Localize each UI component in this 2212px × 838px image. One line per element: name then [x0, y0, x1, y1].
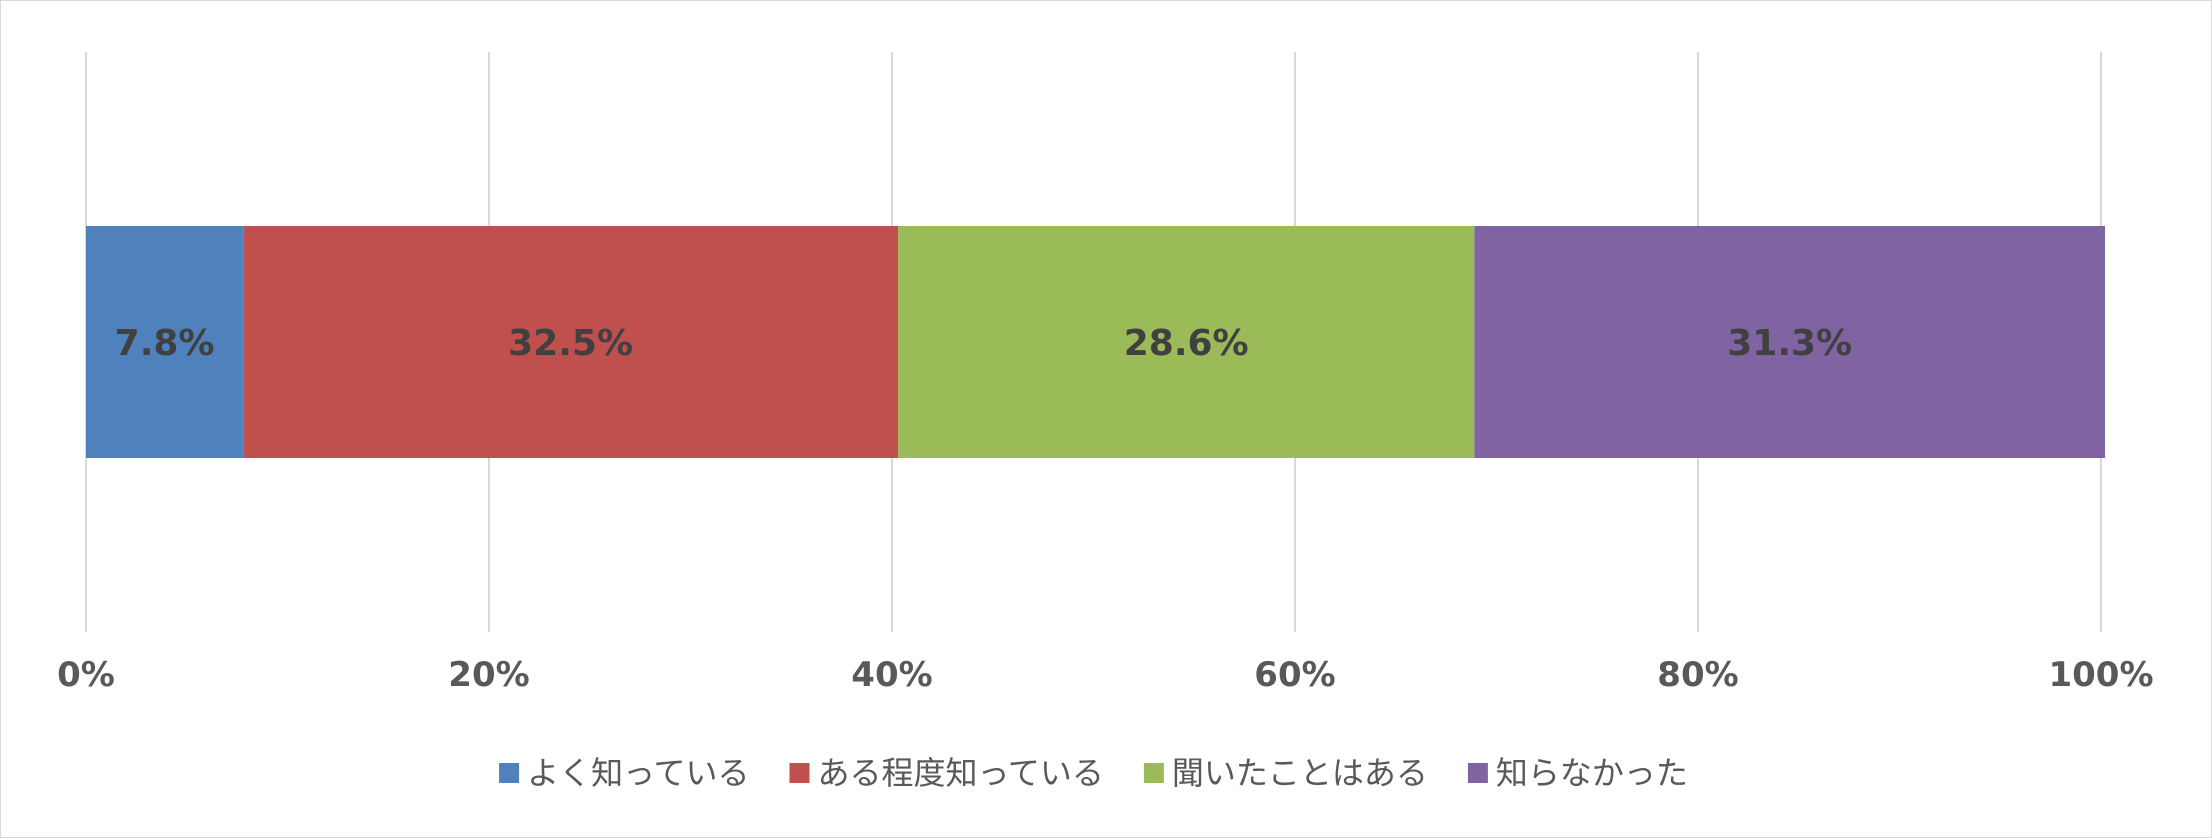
data-label: 7.8%: [115, 323, 215, 364]
x-tick-label: 40%: [851, 655, 932, 695]
bar-segment: [86, 226, 244, 458]
legend-item: よく知っている: [499, 754, 749, 792]
x-axis: 0% 20% 40% 60% 80% 100%: [57, 655, 2153, 695]
x-tick-label: 80%: [1657, 655, 1738, 695]
bar-segments: [86, 226, 2106, 458]
legend-label: 知らなかった: [1496, 754, 1688, 792]
legend-item: 聞いたことはある: [1143, 754, 1428, 792]
x-tick-label: 20%: [448, 655, 529, 695]
legend-item: ある程度知っている: [789, 754, 1104, 792]
legend-label: よく知っている: [527, 754, 749, 792]
legend-label: 聞いたことはある: [1172, 754, 1428, 792]
data-labels: 7.8% 32.5% 28.6% 31.3%: [115, 323, 1852, 364]
legend-swatch: [1467, 763, 1488, 783]
legend-label: ある程度知っている: [817, 754, 1103, 792]
data-label: 28.6%: [1124, 323, 1249, 364]
data-label: 31.3%: [1727, 323, 1852, 364]
legend-swatch: [789, 763, 810, 783]
x-tick-label: 60%: [1254, 655, 1335, 695]
bar-segment: [243, 226, 899, 458]
data-label: 32.5%: [508, 323, 633, 364]
bar-segment: [898, 226, 1475, 458]
x-tick-label: 100%: [2048, 655, 2153, 695]
legend-swatch: [499, 763, 520, 783]
bar-segment: [1474, 226, 2106, 458]
legend-swatch: [1143, 763, 1164, 783]
legend-item: 知らなかった: [1467, 754, 1688, 792]
x-tick-label: 0%: [57, 655, 115, 695]
legend: よく知っている ある程度知っている 聞いたことはある 知らなかった: [499, 754, 1688, 792]
